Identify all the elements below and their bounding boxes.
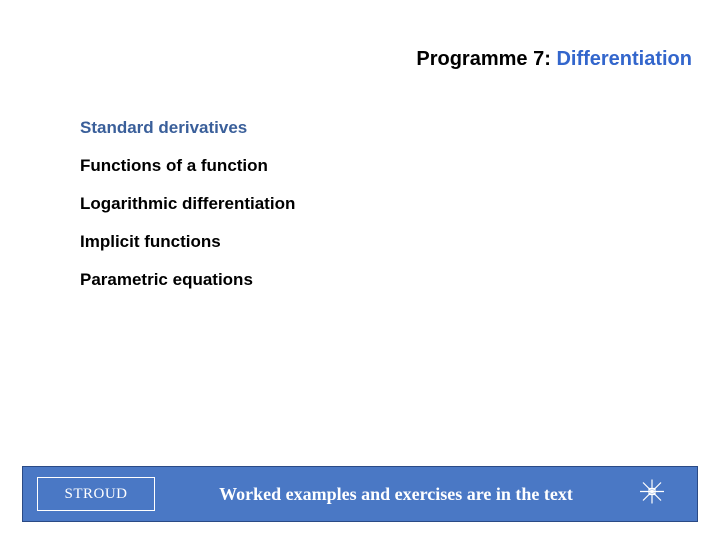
slide-header: Programme 7: Differentiation — [416, 48, 692, 71]
author-box: STROUD — [37, 477, 155, 511]
starburst-icon — [637, 477, 667, 512]
topic-item: Parametric equations — [80, 270, 295, 290]
topic-item: Logarithmic differentiation — [80, 194, 295, 214]
footer-bar: STROUD Worked examples and exercises are… — [22, 466, 698, 522]
footer-text: Worked examples and exercises are in the… — [155, 484, 697, 505]
topic-item: Functions of a function — [80, 156, 295, 176]
author-label: STROUD — [64, 486, 127, 503]
topic-list: Standard derivatives Functions of a func… — [80, 118, 295, 308]
topic-item: Implicit functions — [80, 232, 295, 252]
programme-label: Programme 7: — [416, 48, 551, 70]
topic-item: Standard derivatives — [80, 118, 295, 138]
programme-topic: Differentiation — [556, 48, 692, 70]
